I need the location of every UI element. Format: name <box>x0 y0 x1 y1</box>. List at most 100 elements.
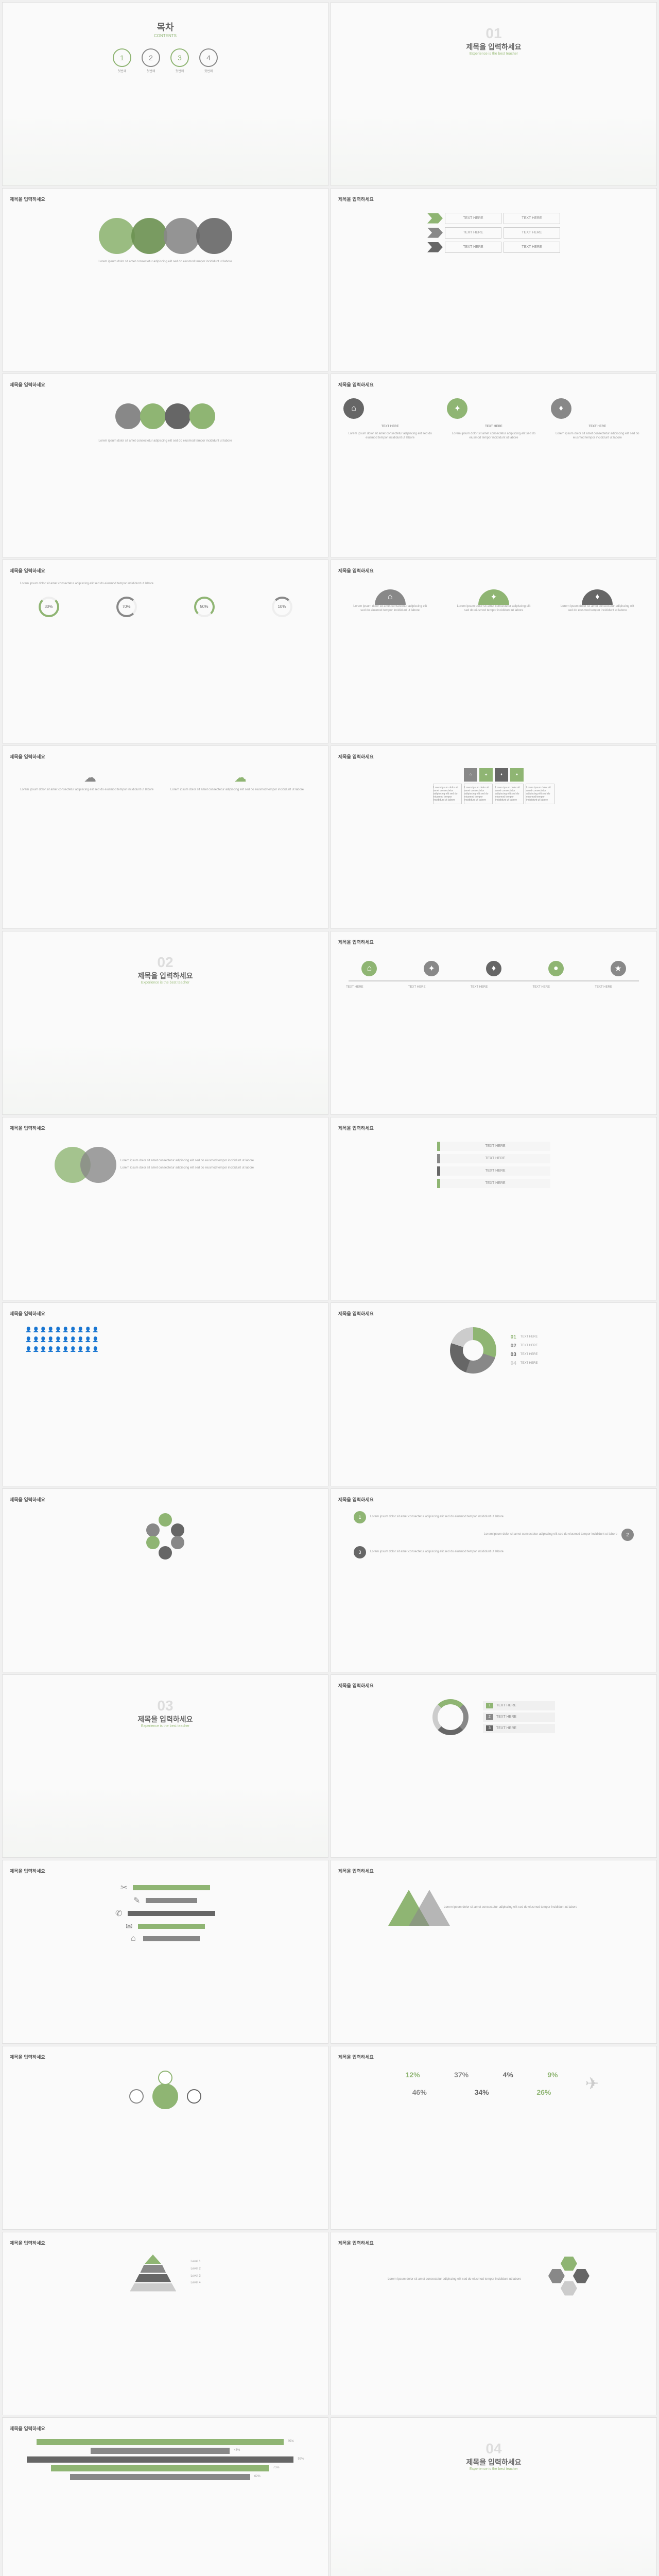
stat-value: 37% <box>454 2071 469 2079</box>
icon-circle: ♦ <box>551 398 571 419</box>
slide-section-03: 03 제목을 입력하세요 Experience is the best teac… <box>2 1674 328 1858</box>
title: 제목을 입력하세요 <box>10 2425 321 2432</box>
slide-hexagons: 제목을 입력하세요 Lorem ipsum dolor sit amet con… <box>331 2232 657 2416</box>
section-title: 제목을 입력하세요 <box>10 971 321 981</box>
section-title: 제목을 입력하세요 <box>338 42 649 52</box>
slide-orbit-circles: 제목을 입력하세요 <box>2 2046 328 2230</box>
toc-circle: 2 <box>142 48 160 67</box>
info-box: TEXT HERE <box>445 242 501 253</box>
bar-fill <box>128 1911 215 1916</box>
toc-label: 목차 <box>10 20 321 33</box>
pin-icon: ⌂ <box>361 961 377 976</box>
info-box: TEXT HERE <box>504 213 560 224</box>
title: 제목을 입력하세요 <box>338 196 649 202</box>
info-box: TEXT HERE <box>504 242 560 253</box>
caption: Lorem ipsum dolor sit amet consectetur a… <box>455 605 532 613</box>
slide-alternating-circles: 제목을 입력하세요 1Lorem ipsum dolor sit amet co… <box>331 1488 657 1672</box>
slide-icon-bars: 제목을 입력하세요 ✂ ✎ ✆ ✉ ⌂ <box>2 1860 328 2044</box>
icon-circle: ✦ <box>447 398 467 419</box>
section-subtitle: Experience is the best teacher <box>10 1724 321 1728</box>
semi-circle: ♦ <box>582 589 613 605</box>
toc-sub: CONTENTS <box>10 33 321 38</box>
slide-percent-bars: 제목을 입력하세요 85% 48% 92% 75% 62% <box>2 2417 328 2576</box>
venn-circle <box>80 1147 116 1183</box>
caption: Lorem ipsum dolor sit amet consectetur a… <box>370 1515 634 1519</box>
label: TEXT HERE <box>447 425 540 429</box>
body-text: Lorem ipsum dolor sit amet consectetur a… <box>388 2278 528 2282</box>
slide-donut-chart: 제목을 입력하세요 01TEXT HERE 02TEXT HERE 03TEXT… <box>331 1302 657 1486</box>
slide-stats-plane: 제목을 입력하세요 12% 37% 4% 9% 46% 34% 26% ✈ <box>331 2046 657 2230</box>
slide-chevron-boxes: 제목을 입력하세요 TEXT HERE TEXT HERE TEXT HERE … <box>331 188 657 372</box>
icon-box: ● <box>510 768 524 782</box>
triangle-shape <box>388 1890 429 1926</box>
orbit-diagram <box>129 2071 201 2122</box>
bar-label: 85% <box>288 2440 294 2444</box>
people-row: 👤👤👤👤👤👤👤👤👤👤 <box>25 1327 305 1333</box>
bar-icon: ⌂ <box>131 1934 139 1943</box>
slide-people-icons: 제목을 입력하세요 👤👤👤👤👤👤👤👤👤👤 👤👤👤👤👤👤👤👤👤👤 👤👤👤👤👤👤👤👤… <box>2 1302 328 1486</box>
bar-icon: ✂ <box>120 1883 129 1893</box>
num-box: 3TEXT HERE <box>483 1724 555 1733</box>
wave-node <box>189 403 215 429</box>
title: 제목을 입력하세요 <box>10 1310 321 1317</box>
bulb-diagram <box>142 1513 188 1560</box>
hexagon-cluster <box>538 2257 600 2303</box>
level-label: Level 1 <box>190 2260 200 2264</box>
slide-grid: 목차 CONTENTS 1첫번째 2첫번째 3첫번째 4첫번째 01 제목을 입… <box>0 0 659 2576</box>
cloud-icon: ☁ <box>20 770 160 785</box>
donut-label: 04 <box>511 1361 516 1366</box>
bar-label: 92% <box>298 2458 304 2462</box>
title: 제목을 입력하세요 <box>338 2054 649 2060</box>
donut-label: 01 <box>511 1334 516 1340</box>
label: TEXT HERE <box>551 425 644 429</box>
slide-swirl-boxes: 제목을 입력하세요 1TEXT HERE 2TEXT HERE 3TEXT HE… <box>331 1674 657 1858</box>
bar-icon: ✆ <box>115 1908 124 1919</box>
icon-box: ✦ <box>479 768 493 782</box>
title: 제목을 입력하세요 <box>10 1868 321 1874</box>
title: 제목을 입력하세요 <box>338 1682 649 1689</box>
title: 제목을 입력하세요 <box>10 2054 321 2060</box>
caption: TEXT HERE <box>532 986 579 990</box>
caption: Lorem ipsum dolor sit amet consectetur a… <box>343 432 437 440</box>
stat-value: 46% <box>412 2088 427 2096</box>
title: 제목을 입력하세요 <box>338 1868 649 1874</box>
chevron-icon <box>427 213 443 224</box>
donut-chart <box>450 1327 496 1374</box>
caption: TEXT HERE <box>521 1344 538 1348</box>
slide-icon-row-boxes: 제목을 입력하세요 ⌂✦♦● Lorem ipsum dolor sit ame… <box>331 745 657 929</box>
slide-pin-timeline: 제목을 입력하세요 ⌂ ✦ ♦ ● ★ TEXT HERE TEXT HERE … <box>331 931 657 1115</box>
info-box: TEXT HERE <box>445 213 501 224</box>
num-circle: 3 <box>354 1546 366 1558</box>
toc-item-label: 첫번째 <box>113 70 131 74</box>
title: 제목을 입력하세요 <box>10 196 321 202</box>
title: 제목을 입력하세요 <box>10 1125 321 1131</box>
info-box: TEXT HERE <box>445 227 501 239</box>
toc-circle: 4 <box>199 48 218 67</box>
caption: Lorem ipsum dolor sit amet consectetur a… <box>20 788 160 792</box>
bar-label: 62% <box>254 2475 261 2479</box>
caption: Lorem ipsum dolor sit amet consectetur a… <box>354 1533 617 1537</box>
title: 제목을 입력하세요 <box>10 2240 321 2246</box>
wave-node <box>165 403 190 429</box>
caption: Lorem ipsum dolor sit amet consectetur a… <box>351 605 429 613</box>
people-row: 👤👤👤👤👤👤👤👤👤👤 <box>25 1337 305 1343</box>
bar <box>27 2456 294 2463</box>
slide-cloud-boxes: 제목을 입력하세요 ☁ Lorem ipsum dolor sit amet c… <box>2 745 328 929</box>
donut-label: 03 <box>511 1352 516 1358</box>
semi-circle: ⌂ <box>375 589 406 605</box>
bar <box>91 2448 230 2454</box>
toc-item-label: 첫번째 <box>170 70 189 74</box>
title: 제목을 입력하세요 <box>10 381 321 388</box>
section-subtitle: Experience is the best teacher <box>338 52 649 56</box>
pin-icon: ● <box>548 961 564 976</box>
slide-section-02: 02 제목을 입력하세요 Experience is the best teac… <box>2 931 328 1115</box>
percent-ring: 70% <box>116 597 137 617</box>
wave-node <box>140 403 166 429</box>
title: 제목을 입력하세요 <box>338 1125 649 1131</box>
text-box: Lorem ipsum dolor sit amet consectetur a… <box>433 784 462 804</box>
circle-shape <box>131 218 167 254</box>
icon-box: ⌂ <box>464 768 477 782</box>
bar-label: 75% <box>273 2466 279 2470</box>
circle-shape <box>164 218 200 254</box>
level-label: Level 4 <box>190 2281 200 2285</box>
